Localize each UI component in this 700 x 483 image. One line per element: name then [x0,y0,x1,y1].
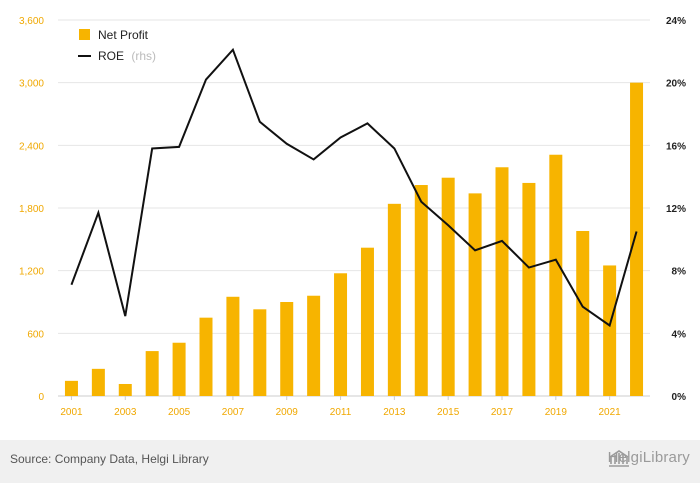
bar-net-profit [603,265,617,396]
bar-net-profit [441,177,455,396]
ticks-layer: 0 600 1,200 1,800 2,400 3,000 3,600 0% 4% 8% 12% 16… [19,16,686,418]
y-left-tick-label: 600 [27,329,44,340]
y-left-tick-label: 0 [38,392,44,403]
legend: Net Profit ROE (rhs) [78,28,156,63]
y-left-tick-label: 1,800 [19,204,44,215]
bar-net-profit [549,154,563,396]
x-tick-label: 2009 [276,407,299,418]
y-right-tick-label: 24% [666,16,686,27]
bar-net-profit [91,368,105,396]
bar-net-profit [360,247,374,396]
legend-label-roe-suffix: (rhs) [131,49,156,63]
bar-net-profit [253,309,267,396]
bar-net-profit [414,185,428,396]
x-tick-label: 2003 [114,407,137,418]
grid-layer [58,19,650,397]
y-right-tick-label: 16% [666,141,686,152]
helgi-library-logo: HelgiLibrary [607,449,690,467]
y-left-tick-label: 1,200 [19,267,44,278]
x-tick-label: 2017 [491,407,514,418]
x-tick-label: 2011 [330,407,352,418]
x-tick-label: 2013 [383,407,406,418]
source-note: Source: Company Data, Helgi Library [10,452,209,466]
bar-net-profit [118,383,132,396]
y-left-tick-label: 3,600 [19,16,44,27]
library-building-icon [608,450,629,467]
bar-net-profit [387,203,401,396]
bar-net-profit [307,295,321,396]
bar-net-profit [334,273,348,396]
y-left-tick-label: 2,400 [19,141,44,152]
line-roe [70,47,638,328]
bar-net-profit [576,230,590,396]
bar-net-profit [172,342,186,396]
legend-label-roe: ROE (rhs) [98,49,156,63]
bar-net-profit [630,82,644,397]
legend-label-net-profit: Net Profit [98,28,149,42]
chart-svg: 0 600 1,200 1,800 2,400 3,000 3,600 0% 4% 8% 12% 16… [19,16,686,418]
y-right-tick-label: 4% [672,329,687,340]
x-tick-label: 2021 [599,407,622,418]
x-tick-label: 2005 [168,407,191,418]
bar-net-profit [468,193,482,396]
legend-swatch-net-profit [79,29,90,40]
y-left-tick-label: 3,000 [19,79,44,90]
y-right-tick-label: 12% [666,204,686,215]
x-tick-label: 2001 [60,407,83,418]
footer-bar: Source: Company Data, Helgi Library Helg… [0,440,700,483]
bar-net-profit [145,351,159,396]
y-right-tick-label: 20% [666,79,686,90]
bars-layer [64,82,644,397]
line-layer [70,47,638,328]
bar-net-profit [64,380,78,396]
bar-net-profit [495,167,509,396]
bar-net-profit [226,296,240,396]
bar-net-profit [522,182,536,396]
y-right-tick-label: 8% [672,267,687,278]
bar-net-profit [280,302,294,396]
x-tick-label: 2019 [545,407,568,418]
y-right-tick-label: 0% [672,392,687,403]
x-tick-label: 2015 [437,407,460,418]
x-tick-label: 2007 [222,407,245,418]
bar-net-profit [199,317,213,396]
legend-label-roe-name: ROE [98,49,124,63]
logo-text: HelgiLibrary [607,449,690,466]
